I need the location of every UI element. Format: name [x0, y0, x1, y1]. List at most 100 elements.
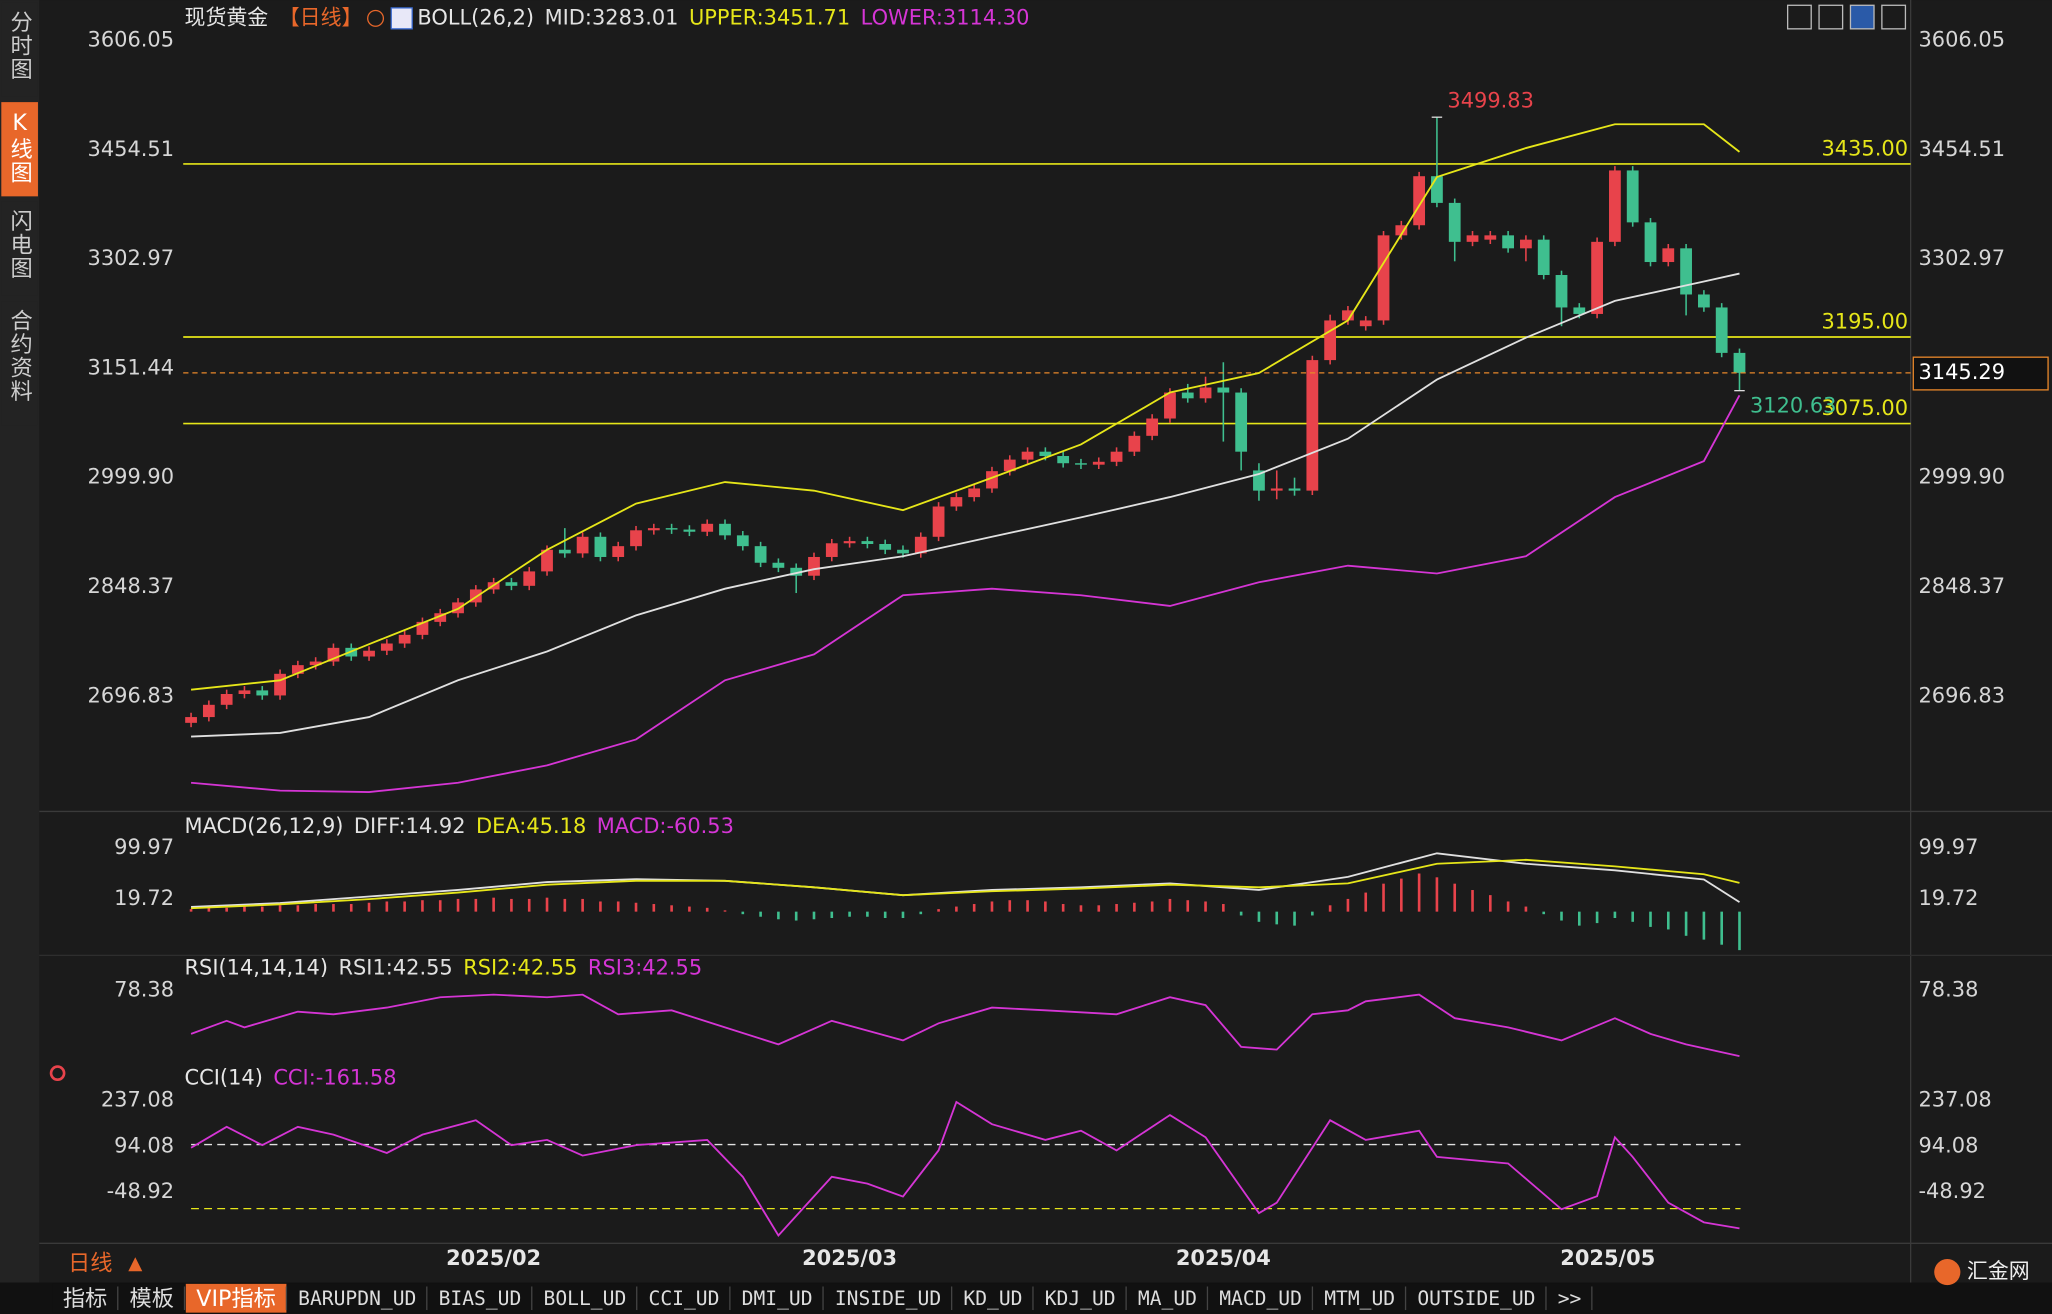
sidebar-tab[interactable] — [1, 2, 38, 97]
period-arrow[interactable]: ▲ — [128, 1253, 143, 1274]
icon-button[interactable] — [1881, 4, 1907, 30]
bottom-tab-label[interactable]: 模板 — [130, 1286, 174, 1312]
bottom-tab-label[interactable]: MA_UD — [1138, 1287, 1197, 1310]
bottom-tab[interactable]: BOLL_UD — [533, 1283, 638, 1313]
bottom-tab[interactable]: 指标 — [52, 1283, 119, 1313]
bottom-tab[interactable]: MTM_UD — [1313, 1283, 1407, 1313]
candle-body — [1502, 235, 1515, 249]
bottom-tab[interactable]: KDJ_UD — [1034, 1283, 1127, 1313]
bottom-tab[interactable]: BARUPDN_UD — [287, 1283, 428, 1313]
bottom-tab-label[interactable]: OUTSIDE_UD — [1417, 1287, 1535, 1310]
bottom-tab[interactable]: MACD_UD — [1208, 1283, 1314, 1313]
indicator-icon[interactable] — [390, 7, 413, 30]
bottom-tab-label[interactable]: >> — [1558, 1287, 1582, 1310]
sidebar-tab-label[interactable]: 分时图 — [7, 10, 33, 81]
bottom-tab-bg[interactable] — [638, 1283, 730, 1313]
indicator-line — [190, 993, 1740, 1058]
bottom-tab-bg[interactable] — [1313, 1283, 1406, 1313]
bottom-tab-bg[interactable] — [287, 1283, 427, 1313]
bottom-tab-label[interactable]: KD_UD — [963, 1287, 1022, 1310]
candle-body — [1520, 239, 1532, 249]
icon-button[interactable] — [1818, 4, 1844, 30]
sidebar-tab-label[interactable]: 合约资料 — [7, 308, 33, 403]
bottom-tab-bg[interactable] — [1547, 1283, 1592, 1313]
candle-body — [594, 536, 607, 557]
bottom-tab-bg[interactable] — [952, 1283, 1033, 1313]
candle-body — [612, 546, 625, 557]
add-icon[interactable] — [367, 9, 385, 27]
candle-body — [630, 530, 642, 547]
bottom-tab[interactable]: DMI_UD — [731, 1283, 824, 1313]
candle-body — [256, 690, 269, 696]
candle-body — [1217, 387, 1230, 393]
candle-body — [1359, 320, 1372, 327]
candle-body — [683, 529, 696, 532]
candle-body — [1253, 470, 1265, 491]
x-tick-label: 2025/02 — [446, 1246, 541, 1270]
bottom-tab-bg[interactable] — [1406, 1283, 1546, 1313]
bottom-tab-label[interactable]: 指标 — [63, 1286, 107, 1312]
bottom-tab[interactable]: OUTSIDE_UD — [1406, 1283, 1547, 1313]
bottom-tab-bg[interactable] — [1034, 1283, 1127, 1313]
bottom-tab-bg[interactable] — [1208, 1283, 1313, 1313]
bottom-tab[interactable]: BIAS_UD — [428, 1283, 533, 1313]
sidebar-tab-label[interactable]: K线图 — [7, 110, 33, 184]
y-tick-label-right: 237.08 — [1919, 1088, 1992, 1112]
bottom-tab-label[interactable]: INSIDE_UD — [835, 1287, 941, 1310]
bottom-tab-bg[interactable] — [824, 1283, 952, 1313]
bottom-tab[interactable]: VIP指标 — [185, 1283, 288, 1313]
bottom-tab-label[interactable]: CCI_UD — [649, 1287, 720, 1310]
sidebar-tab[interactable] — [1, 201, 38, 296]
bottom-tab-label[interactable]: BARUPDN_UD — [298, 1287, 416, 1310]
logo-icon — [1934, 1258, 1961, 1286]
bottom-tab-bg[interactable] — [185, 1283, 287, 1313]
bottom-tab-bg[interactable] — [533, 1283, 637, 1313]
bottom-tab[interactable]: CCI_UD — [638, 1283, 731, 1313]
bottom-tab-bg[interactable] — [1127, 1283, 1208, 1313]
bottom-tab[interactable]: KD_UD — [952, 1283, 1034, 1313]
toolbar-icons[interactable] — [1786, 4, 1907, 30]
legend-entry: CCI:-161.58 — [273, 1065, 396, 1089]
candle-body — [1146, 418, 1159, 436]
bottom-tab-label[interactable]: KDJ_UD — [1045, 1287, 1116, 1310]
candle-body — [291, 665, 304, 674]
candle-body — [541, 549, 553, 572]
bottom-tab-label[interactable]: DMI_UD — [742, 1287, 813, 1310]
period-selector[interactable]: 日线 — [68, 1251, 112, 1277]
bottom-tab[interactable]: 模板 — [119, 1283, 186, 1313]
bottom-tab-bg[interactable] — [731, 1283, 824, 1313]
legend-entry: MID:3283.01 — [545, 5, 679, 29]
bottom-tab-label[interactable]: VIP指标 — [196, 1286, 276, 1312]
level-label: 3195.00 — [1822, 310, 1909, 334]
low-label: 3120.63 — [1750, 393, 1837, 417]
candle-body — [861, 541, 874, 544]
icon-button[interactable] — [1849, 4, 1875, 30]
candle-body — [1003, 459, 1016, 472]
candle-body — [1021, 451, 1034, 460]
bottom-tab-label[interactable]: BOLL_UD — [544, 1287, 627, 1310]
bottom-tab-label[interactable]: MTM_UD — [1324, 1287, 1395, 1310]
bottom-tab-bg[interactable] — [119, 1283, 185, 1313]
candle-body — [1164, 392, 1176, 419]
y-tick-label: 2696.83 — [88, 683, 175, 707]
target-icon[interactable] — [49, 1065, 66, 1082]
bottom-tab[interactable]: >> — [1547, 1283, 1593, 1313]
bottom-tab-bg[interactable] — [428, 1283, 532, 1313]
y-tick-label: 237.08 — [101, 1088, 174, 1112]
y-tick-label: 3454.51 — [88, 137, 175, 161]
sidebar-tab-label[interactable]: 闪电图 — [7, 209, 33, 280]
candle-body — [986, 471, 998, 489]
bottom-tab-label[interactable]: MACD_UD — [1219, 1287, 1302, 1310]
bottom-tab-label[interactable]: BIAS_UD — [439, 1287, 522, 1310]
candle-body — [772, 562, 785, 568]
bottom-tab[interactable]: INSIDE_UD — [824, 1283, 953, 1313]
sidebar-tab[interactable] — [1, 301, 38, 426]
icon-button[interactable] — [1786, 4, 1812, 30]
bottom-tab[interactable]: MA_UD — [1127, 1283, 1209, 1313]
candle-body — [1680, 248, 1692, 295]
bottom-tab-bg[interactable] — [52, 1283, 118, 1313]
sidebar-tab[interactable] — [1, 102, 38, 197]
indicator-line — [191, 852, 1740, 908]
candle-body — [523, 571, 536, 586]
candle-body — [1609, 170, 1621, 242]
